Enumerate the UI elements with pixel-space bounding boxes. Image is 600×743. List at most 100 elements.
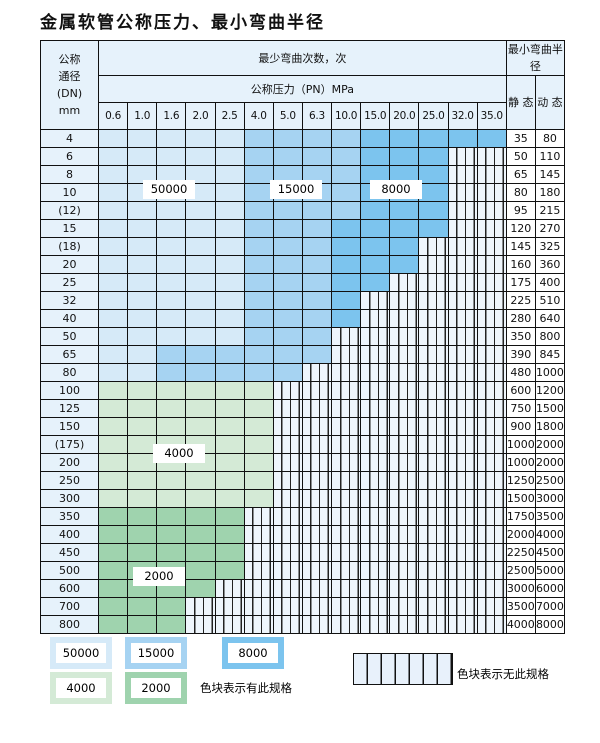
- legend-2000: 2000: [125, 672, 187, 704]
- spec-cell: [156, 129, 187, 148]
- dynamic-radius-cell: 3500: [534, 507, 566, 526]
- spec-cell: [214, 543, 245, 562]
- dn-cell: 100: [40, 381, 99, 400]
- static-radius-cell: 175: [505, 273, 536, 292]
- spec-cell: [418, 147, 449, 166]
- empty-spec-cell: [272, 399, 303, 418]
- empty-spec-cell: [272, 579, 303, 598]
- spec-cell: [243, 183, 274, 202]
- spec-cell: [185, 381, 216, 400]
- spec-cell: [185, 147, 216, 166]
- empty-spec-cell: [272, 615, 303, 634]
- dynamic-radius-cell: 4000: [534, 525, 566, 544]
- empty-spec-cell: [272, 525, 303, 544]
- spec-cell: [301, 345, 333, 364]
- empty-spec-cell: [418, 471, 449, 490]
- spec-cell: [97, 525, 129, 544]
- spec-cell: [330, 183, 362, 202]
- table-row: 32 225 510: [40, 291, 566, 310]
- empty-spec-cell: [476, 579, 507, 598]
- empty-spec-cell: [476, 201, 507, 220]
- empty-spec-cell: [360, 309, 391, 328]
- empty-spec-cell: [447, 507, 478, 526]
- dn-cell: 125: [40, 399, 99, 418]
- spec-cell: [272, 129, 303, 148]
- static-radius-cell: 480: [505, 363, 536, 382]
- empty-spec-cell: [360, 345, 391, 364]
- empty-spec-cell: [389, 417, 420, 436]
- spec-cell: [360, 147, 391, 166]
- spec-cell: [243, 255, 274, 274]
- empty-spec-cell: [330, 489, 362, 508]
- spec-cell: [156, 201, 187, 220]
- spec-cell: [156, 219, 187, 238]
- legend-has-spec: 色块表示有此规格: [200, 681, 292, 695]
- empty-spec-cell: [476, 435, 507, 454]
- empty-spec-cell: [418, 381, 449, 400]
- empty-spec-cell: [360, 525, 391, 544]
- spec-cell: [330, 255, 362, 274]
- empty-spec-cell: [301, 561, 333, 580]
- static-radius-cell: 750: [505, 399, 536, 418]
- spec-cell: [330, 201, 362, 220]
- static-radius-cell: 1000: [505, 453, 536, 472]
- spec-cell: [97, 273, 129, 292]
- spec-cell: [243, 363, 274, 382]
- spec-cell: [127, 525, 158, 544]
- empty-spec-cell: [476, 543, 507, 562]
- spec-cell: [97, 471, 129, 490]
- dynamic-radius-cell: 4500: [534, 543, 566, 562]
- dynamic-radius-cell: 325: [534, 237, 566, 256]
- empty-spec-cell: [301, 489, 333, 508]
- spec-cell: [214, 255, 245, 274]
- empty-spec-cell: [447, 201, 478, 220]
- static-radius-cell: 120: [505, 219, 536, 238]
- spec-cell: [447, 129, 478, 148]
- table-row: 250 1250 2500: [40, 471, 566, 490]
- empty-spec-cell: [330, 615, 362, 634]
- dn-cell: 450: [40, 543, 99, 562]
- empty-spec-cell: [418, 237, 449, 256]
- empty-spec-cell: [360, 417, 391, 436]
- empty-spec-cell: [389, 453, 420, 472]
- empty-spec-cell: [330, 363, 362, 382]
- table-row: 400 2000 4000: [40, 525, 566, 544]
- spec-cell: [214, 345, 245, 364]
- spec-cell: [272, 201, 303, 220]
- dynamic-radius-cell: 400: [534, 273, 566, 292]
- spec-cell: [127, 345, 158, 364]
- dn-cell: 50: [40, 327, 99, 346]
- empty-spec-cell: [360, 543, 391, 562]
- empty-spec-cell: [418, 453, 449, 472]
- dynamic-radius-cell: 1800: [534, 417, 566, 436]
- spec-cell: [156, 399, 187, 418]
- empty-spec-cell: [447, 489, 478, 508]
- table-row: 700 3500 7000: [40, 597, 566, 616]
- dynamic-radius-cell: 8000: [534, 615, 566, 634]
- region-label-15000: 15000: [270, 180, 322, 199]
- spec-cell: [272, 345, 303, 364]
- spec-cell: [389, 129, 420, 148]
- empty-spec-cell: [214, 615, 245, 634]
- empty-spec-cell: [360, 507, 391, 526]
- empty-spec-cell: [476, 381, 507, 400]
- empty-spec-cell: [447, 219, 478, 238]
- empty-spec-cell: [301, 435, 333, 454]
- page-title: 金属软管公称压力、最小弯曲半径: [40, 13, 325, 33]
- table-row: 125 750 1500: [40, 399, 566, 418]
- dn-cell: 40: [40, 309, 99, 328]
- pressure-col-header: 10.0: [330, 102, 362, 130]
- table-row: 20 160 360: [40, 255, 566, 274]
- spec-cell: [156, 615, 187, 634]
- pressure-col-header: 2.5: [214, 102, 245, 130]
- empty-spec-cell: [476, 471, 507, 490]
- spec-cell: [97, 597, 129, 616]
- empty-spec-cell: [185, 597, 216, 616]
- region-label-8000: 8000: [370, 180, 422, 199]
- table-row: 15 120 270: [40, 219, 566, 238]
- spec-cell: [156, 273, 187, 292]
- pressure-col-header: 32.0: [447, 102, 478, 130]
- spec-cell: [301, 147, 333, 166]
- pressure-col-header: 25.0: [418, 102, 449, 130]
- spec-cell: [214, 219, 245, 238]
